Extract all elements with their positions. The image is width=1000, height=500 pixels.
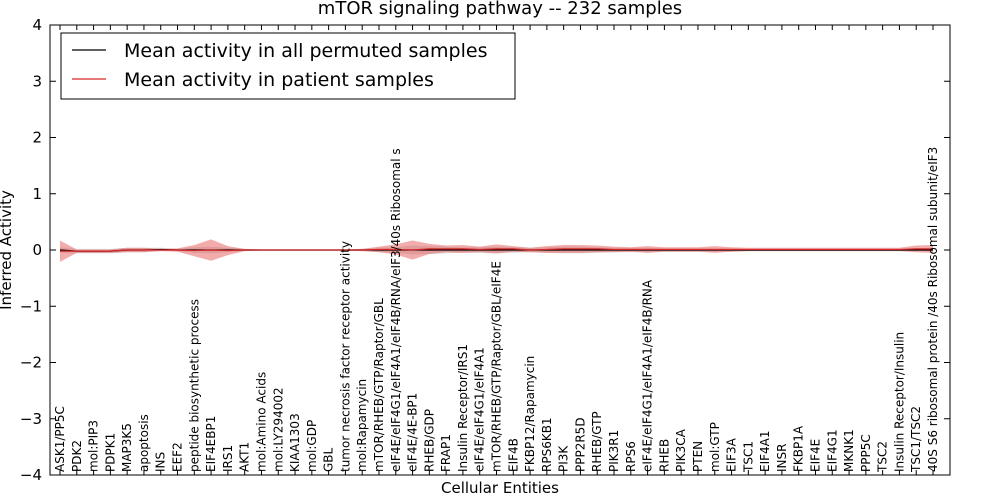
x-tick-label: IRS1 bbox=[221, 445, 235, 472]
x-tick-label: peptide biosynthetic process bbox=[187, 299, 201, 472]
x-tick-label: RHEB/GDP bbox=[422, 409, 436, 472]
x-tick-label: AKT1 bbox=[238, 442, 252, 472]
x-axis-ticks: ASK1/PP5C PDK2 mol:PIP3 PDPK1 MAP3K5 apoptosi… bbox=[53, 25, 940, 475]
x-tick-label: PPP5C bbox=[859, 434, 873, 472]
x-tick-label: TSC2 bbox=[876, 441, 890, 473]
x-tick-label: mol:Rapamycin bbox=[355, 379, 369, 472]
y-tick-label: 3 bbox=[32, 72, 42, 90]
series-line-patient bbox=[60, 248, 933, 252]
x-tick-label: MAP3K5 bbox=[120, 423, 134, 472]
x-tick-label: EIF4EBP1 bbox=[204, 416, 218, 472]
y-tick-label: 1 bbox=[32, 185, 42, 203]
x-tick-label: EIF3A bbox=[725, 437, 739, 472]
x-tick-label: Insulin Receptor/Insulin bbox=[892, 332, 906, 472]
legend-label: Mean activity in all permuted samples bbox=[124, 40, 487, 62]
x-tick-label: KIAA1303 bbox=[288, 413, 302, 472]
x-tick-label: mol:GDP bbox=[305, 420, 319, 472]
x-tick-label: PDK2 bbox=[70, 440, 84, 472]
x-tick-label: MKNK1 bbox=[842, 429, 856, 472]
x-tick-label: 40S S6 ribosomal protein /40s Ribosomal … bbox=[926, 147, 940, 472]
x-tick-label: RPS6 bbox=[624, 441, 638, 472]
x-tick-label: FRAP1 bbox=[439, 434, 453, 472]
x-tick-label: eIF4E/4E-BP1 bbox=[406, 393, 420, 472]
x-tick-label: EIF4A1 bbox=[758, 430, 772, 472]
x-tick-label: mTOR/RHEB/GTP/Raptor/GBL/eIF4E bbox=[490, 261, 504, 472]
x-tick-label: apoptosis bbox=[137, 414, 151, 472]
x-tick-label: eIF4E/eIF4G1/eIF4A1/eIF4B/RNA/eIF3/40s R… bbox=[389, 148, 403, 472]
x-tick-label: PTEN bbox=[691, 441, 705, 472]
x-tick-label: tumor necrosis factor receptor activity bbox=[338, 241, 352, 472]
x-tick-label: TSC1 bbox=[741, 441, 755, 473]
y-tick-label: −2 bbox=[20, 354, 42, 372]
x-tick-label: mol:Amino Acids bbox=[254, 372, 268, 472]
x-tick-label: mTOR/RHEB/GTP/Raptor/GBL bbox=[372, 298, 386, 472]
y-tick-label: −3 bbox=[20, 410, 42, 428]
x-tick-label: ASK1/PP5C bbox=[53, 406, 67, 472]
y-tick-label: 2 bbox=[32, 129, 42, 147]
y-tick-label: −4 bbox=[20, 466, 42, 484]
x-tick-label: EIF4G1 bbox=[825, 429, 839, 472]
x-tick-label: INS bbox=[154, 452, 168, 472]
x-tick-label: mol:LY294002 bbox=[271, 387, 285, 472]
plot-frame bbox=[49, 24, 951, 476]
legend: Mean activity in all permuted samples Mea… bbox=[60, 32, 516, 100]
x-tick-label: EEF2 bbox=[171, 442, 185, 472]
x-tick-label: eIF4E/eIF4G1/eIF4A1/eIF4B/RNA bbox=[641, 279, 655, 472]
x-tick-label: RPS6KB1 bbox=[540, 417, 554, 472]
x-tick-label: PDPK1 bbox=[103, 433, 117, 472]
series-lines bbox=[59, 248, 933, 252]
y-tick-label: −1 bbox=[20, 297, 42, 315]
legend-label: Mean activity in patient samples bbox=[124, 69, 434, 91]
x-tick-label: EIF4B bbox=[506, 438, 520, 472]
y-tick-label: 0 bbox=[32, 241, 42, 259]
y-axis-label: Inferred Activity bbox=[0, 190, 15, 310]
x-tick-label: PIK3CA bbox=[674, 428, 688, 472]
x-tick-label: TSC1/TSC2 bbox=[909, 406, 923, 473]
chart-title: mTOR signaling pathway -- 232 samples bbox=[318, 0, 682, 19]
x-tick-label: PIK3R1 bbox=[607, 430, 621, 472]
x-tick-label: PI3K bbox=[557, 445, 571, 472]
x-tick-label: Insulin Receptor/IRS1 bbox=[456, 344, 470, 472]
y-tick-label: 4 bbox=[32, 16, 42, 34]
x-tick-label: mol:GTP bbox=[708, 422, 722, 472]
x-tick-label: mol:PIP3 bbox=[87, 420, 101, 472]
x-tick-label: FKBP1A bbox=[792, 425, 806, 472]
x-tick-label: INSR bbox=[775, 444, 789, 472]
y-axis-ticks: 4 3 2 1 0 −1 −2 −3 −4 bbox=[20, 16, 950, 484]
x-tick-label: RHEB bbox=[657, 439, 671, 472]
x-tick-label: RHEB/GTP bbox=[590, 411, 604, 472]
x-tick-label: eIF4E/eIF4G1/eIF4A1 bbox=[473, 347, 487, 472]
x-tick-label: FKBP12/Rapamycin bbox=[523, 356, 537, 472]
x-tick-label: EIF4E bbox=[808, 439, 822, 472]
legend-box bbox=[60, 32, 516, 100]
x-axis-label: Cellular Entities bbox=[441, 479, 559, 497]
x-tick-label: GBL bbox=[322, 447, 336, 472]
x-tick-label: PPP2R5D bbox=[573, 417, 587, 472]
